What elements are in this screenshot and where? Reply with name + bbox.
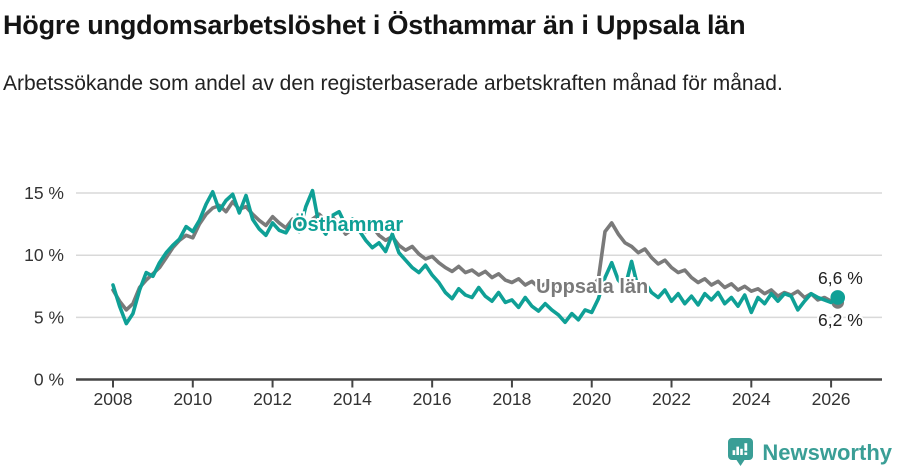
newsworthy-brand-link[interactable]: Newsworthy (728, 438, 892, 467)
end-value-labels: 6,6 % 6,2 % (816, 266, 865, 332)
series-line-1 (111, 200, 840, 312)
y-tick-label: 0 % (34, 370, 64, 390)
x-axis: 2008 2010 2012 2014 2016 2018 2020 2022 2024 2026 (76, 378, 882, 409)
y-tick-label: 5 % (34, 307, 64, 327)
x-tick-label: 2024 (732, 389, 771, 409)
end-value-label-0: 6,6 % (818, 268, 863, 288)
x-tick-label: 2014 (333, 389, 372, 409)
x-tick-label: 2008 (94, 389, 133, 409)
end-value-label-1: 6,2 % (818, 310, 863, 330)
newsworthy-logo-icon (728, 438, 754, 466)
x-tick-label: 2022 (652, 389, 691, 409)
brand-name: Newsworthy (762, 439, 892, 465)
x-tick-label: 2016 (413, 389, 452, 409)
page-title: Högre ungdomsarbetslöshet i Östhammar än… (3, 10, 746, 40)
y-tick-label: 10 % (24, 245, 64, 265)
series-end-dot-0 (830, 290, 846, 305)
x-tick-label: 2012 (253, 389, 292, 409)
x-tick-label: 2018 (492, 389, 531, 409)
y-axis-labels: 15 % 10 % 5 % 0 % (24, 183, 64, 389)
x-tick-label: 2010 (173, 389, 212, 409)
series-label-1: Uppsala län (536, 276, 648, 298)
x-tick-label: 2020 (572, 389, 611, 409)
series-label-0: Östhammar (292, 213, 403, 236)
series-labels: Östhammar Uppsala län (290, 211, 650, 300)
series-lines (111, 188, 846, 326)
chart-subtitle: Arbetssökande som andel av den registerb… (3, 72, 783, 95)
y-tick-label: 15 % (24, 183, 64, 203)
series-line-0 (111, 188, 840, 326)
x-tick-label: 2026 (812, 389, 851, 409)
